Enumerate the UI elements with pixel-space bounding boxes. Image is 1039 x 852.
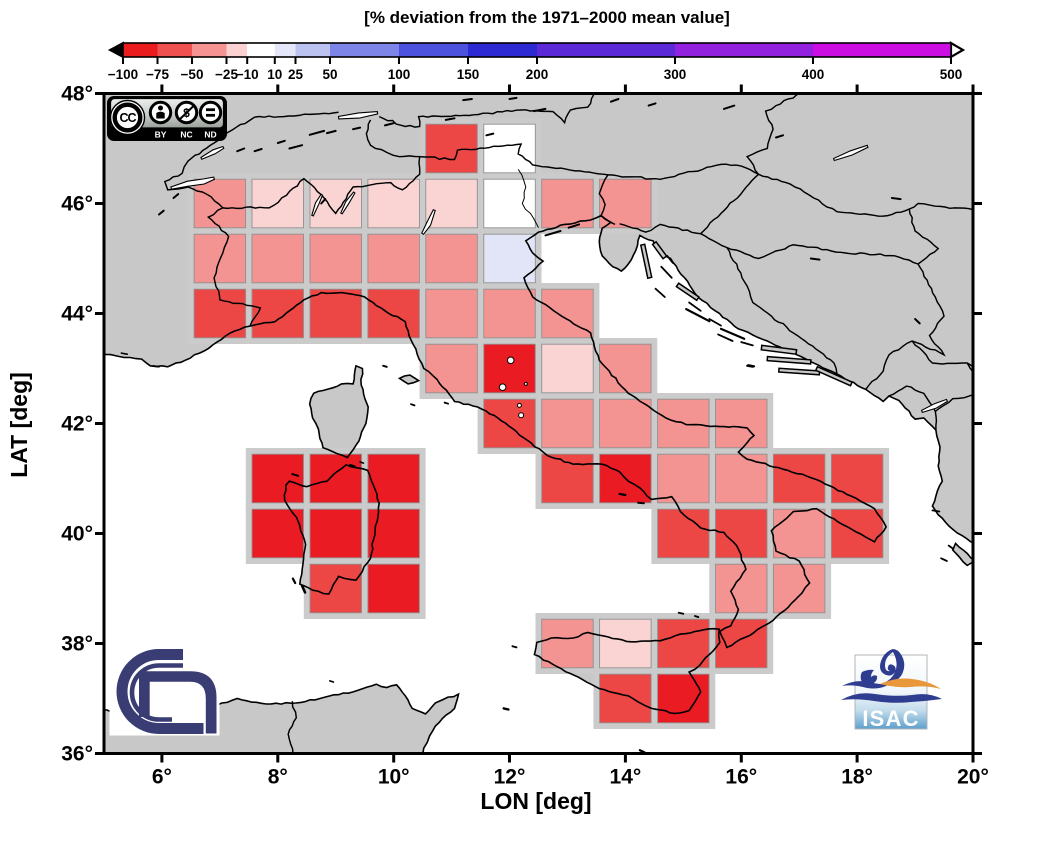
svg-text:38°: 38° xyxy=(61,633,93,656)
svg-text:40°: 40° xyxy=(61,523,93,546)
svg-text:BY: BY xyxy=(155,130,167,140)
svg-text:−75: −75 xyxy=(146,67,169,82)
svg-text:ND: ND xyxy=(204,130,216,140)
svg-text:NC: NC xyxy=(180,130,192,140)
svg-text:LAT [deg]: LAT [deg] xyxy=(6,372,32,478)
svg-text:18°: 18° xyxy=(841,766,873,789)
svg-text:6°: 6° xyxy=(152,766,172,789)
svg-text:−25: −25 xyxy=(215,67,238,82)
svg-text:50: 50 xyxy=(322,67,337,82)
svg-text:20°: 20° xyxy=(957,766,989,789)
svg-text:10°: 10° xyxy=(378,766,410,789)
svg-text:−100: −100 xyxy=(108,67,138,82)
svg-text:500: 500 xyxy=(940,67,963,82)
svg-text:12°: 12° xyxy=(494,766,526,789)
svg-text:42°: 42° xyxy=(61,413,93,436)
svg-text:10: 10 xyxy=(267,67,282,82)
svg-text:200: 200 xyxy=(526,67,549,82)
svg-text:LON [deg]: LON [deg] xyxy=(480,788,591,814)
svg-text:8°: 8° xyxy=(268,766,288,789)
svg-text:CC: CC xyxy=(119,111,136,125)
svg-text:44°: 44° xyxy=(61,303,93,326)
svg-text:100: 100 xyxy=(388,67,411,82)
svg-text:36°: 36° xyxy=(61,743,93,766)
svg-text:400: 400 xyxy=(802,67,825,82)
svg-text:ISAC: ISAC xyxy=(862,706,919,731)
svg-text:25: 25 xyxy=(288,67,304,82)
svg-text:−10: −10 xyxy=(236,67,259,82)
svg-text:−50: −50 xyxy=(181,67,204,82)
svg-text:48°: 48° xyxy=(61,83,93,106)
svg-text:16°: 16° xyxy=(725,766,757,789)
svg-text:[% deviation from the 1971–200: [% deviation from the 1971–2000 mean val… xyxy=(364,8,730,27)
svg-text:300: 300 xyxy=(664,67,687,82)
svg-text:150: 150 xyxy=(457,67,480,82)
svg-text:14°: 14° xyxy=(610,766,642,789)
svg-text:46°: 46° xyxy=(61,193,93,216)
